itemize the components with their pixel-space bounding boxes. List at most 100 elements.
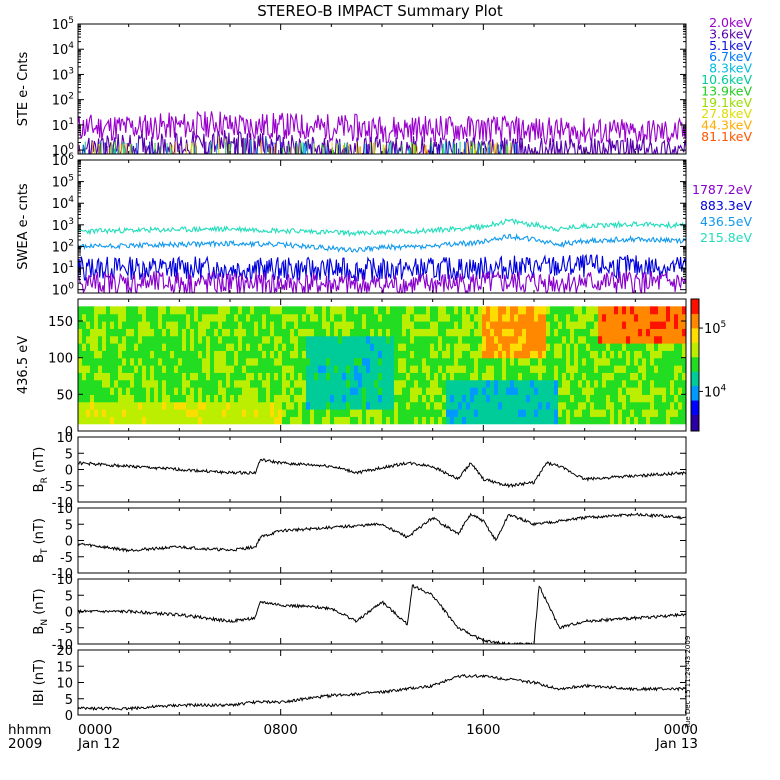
pad-cell <box>302 357 307 366</box>
pad-cell <box>386 335 391 344</box>
pad-cell <box>278 387 283 395</box>
pad-cell <box>106 335 111 344</box>
pad-cell <box>174 394 179 403</box>
pad-cell <box>658 416 663 425</box>
pad-cell <box>646 313 651 322</box>
pad-cell <box>654 365 659 373</box>
pad-cell <box>442 313 447 322</box>
pad-cell <box>298 372 303 381</box>
pad-cell <box>126 372 131 381</box>
pad-cell <box>306 335 311 344</box>
pad-cell <box>346 409 351 417</box>
pad-cell <box>522 321 527 329</box>
pad-cell <box>478 350 483 359</box>
pad-cell <box>410 306 415 315</box>
pad-cell <box>118 350 123 359</box>
pad-cell <box>182 343 187 351</box>
pad-cell <box>174 328 179 337</box>
pad-cell <box>194 306 199 315</box>
pad-cell <box>634 357 639 366</box>
pad-cell <box>602 372 607 381</box>
pad-cell <box>370 350 375 359</box>
pad-cell <box>582 313 587 322</box>
pad-cell <box>334 357 339 366</box>
pad-cell <box>318 409 323 417</box>
pad-cell <box>630 328 635 337</box>
pad-cell <box>314 401 319 410</box>
pad-cell <box>122 365 127 373</box>
pad-cell <box>306 321 311 329</box>
pad-cell <box>678 401 683 410</box>
pad-cell <box>470 343 475 351</box>
pad-cell <box>370 321 375 329</box>
pad-cell <box>354 379 359 388</box>
pad-cell <box>546 321 551 329</box>
pad-cell <box>186 416 191 425</box>
y-axis-label: SWEA e- cnts <box>16 183 31 270</box>
pad-cell <box>254 335 259 344</box>
pad-cell <box>550 335 555 344</box>
pad-cell <box>126 401 131 410</box>
pad-cell <box>370 365 375 373</box>
pad-cell <box>294 394 299 403</box>
pad-cell <box>202 379 207 388</box>
pad-cell <box>266 387 271 395</box>
pad-cell <box>466 321 471 329</box>
pad-cell <box>318 357 323 366</box>
pad-cell <box>90 372 95 381</box>
pad-cell <box>602 401 607 410</box>
pad-cell <box>258 409 263 417</box>
pad-cell <box>178 350 183 359</box>
pad-cell <box>674 416 679 425</box>
pad-cell <box>330 416 335 425</box>
pad-cell <box>318 394 323 403</box>
pad-cell <box>298 401 303 410</box>
pad-cell <box>342 328 347 337</box>
pad-cell <box>230 343 235 351</box>
pad-cell <box>374 343 379 351</box>
pad-cell <box>542 357 547 366</box>
pad-cell <box>518 313 523 322</box>
pad-cell <box>586 409 591 417</box>
pad-cell <box>186 306 191 315</box>
pad-cell <box>482 343 487 351</box>
colorbar-cell <box>691 414 699 418</box>
pad-cell <box>554 313 559 322</box>
pad-cell <box>574 321 579 329</box>
pad-cell <box>402 387 407 395</box>
pad-cell <box>238 394 243 403</box>
pad-cell <box>106 365 111 373</box>
pad-cell <box>438 409 443 417</box>
pad-cell <box>470 365 475 373</box>
pad-cell <box>562 387 567 395</box>
pad-cell <box>110 379 115 388</box>
pad-cell <box>530 313 535 322</box>
pad-cell <box>582 328 587 337</box>
pad-cell <box>314 357 319 366</box>
pad-cell <box>526 306 531 315</box>
pad-cell <box>450 401 455 410</box>
pad-cell <box>294 372 299 381</box>
pad-cell <box>90 409 95 417</box>
pad-cell <box>222 365 227 373</box>
pad-cell <box>502 321 507 329</box>
pad-cell <box>510 401 515 410</box>
pad-cell <box>590 321 595 329</box>
pad-cell <box>198 321 203 329</box>
pad-cell <box>342 321 347 329</box>
pad-cell <box>470 335 475 344</box>
pad-cell <box>658 343 663 351</box>
colorbar-cell <box>691 348 699 352</box>
pad-cell <box>250 387 255 395</box>
pad-cell <box>242 335 247 344</box>
pad-cell <box>434 350 439 359</box>
pad-cell <box>226 387 231 395</box>
pad-cell <box>582 335 587 344</box>
pad-cell <box>246 321 251 329</box>
pad-cell <box>386 394 391 403</box>
pad-cell <box>658 365 663 373</box>
pad-cell <box>414 409 419 417</box>
pad-cell <box>246 343 251 351</box>
pad-cell <box>554 379 559 388</box>
pad-cell <box>410 321 415 329</box>
